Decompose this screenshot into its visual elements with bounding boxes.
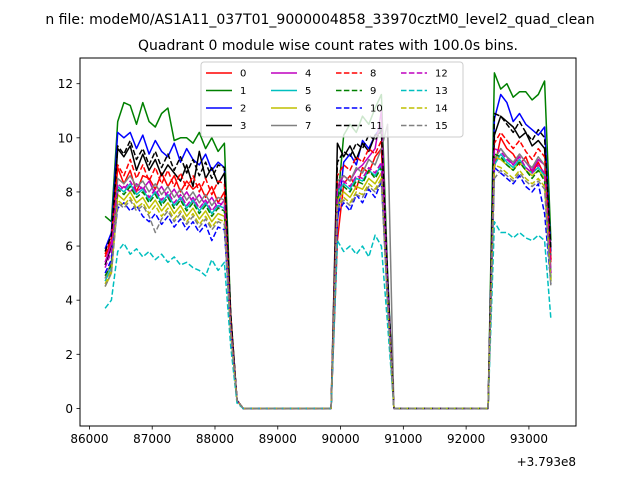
series-line-2	[104, 93, 552, 410]
legend-label-10: 10	[370, 104, 383, 115]
x-tick-label: 88000	[196, 432, 234, 446]
y-tick-label: 0	[65, 402, 73, 416]
series-line-13	[104, 220, 552, 410]
series-line-15	[104, 169, 552, 410]
x-tick-label: 92000	[447, 432, 485, 446]
legend-label-15: 15	[435, 121, 448, 132]
plot-frame	[79, 57, 577, 427]
y-tick-label: 4	[65, 294, 73, 308]
y-tick-label: 10	[58, 131, 73, 145]
y-tick-label: 6	[65, 240, 73, 254]
x-tick-label: 93000	[510, 432, 548, 446]
series-line-8	[104, 131, 552, 410]
legend-label-11: 11	[370, 121, 383, 132]
chart-title: Quadrant 0 module wise count rates with …	[138, 38, 518, 54]
legend-label-2: 2	[240, 104, 246, 115]
x-tick-label: 90000	[321, 432, 359, 446]
legend-label-12: 12	[435, 69, 448, 80]
x-offset-label: +3.793e8	[517, 455, 576, 469]
series-line-11	[104, 112, 552, 410]
x-tick-label: 91000	[384, 432, 422, 446]
legend-label-4: 4	[305, 69, 311, 80]
legend-label-9: 9	[370, 86, 376, 97]
series-line-3	[104, 115, 552, 410]
x-tick-label: 86000	[70, 432, 108, 446]
series-layer	[104, 72, 552, 410]
legend-label-3: 3	[240, 121, 246, 132]
x-tick-label: 87000	[133, 432, 171, 446]
y-tick-label: 12	[58, 77, 73, 91]
legend-label-6: 6	[305, 104, 311, 115]
legend-label-14: 14	[435, 104, 448, 115]
legend-label-8: 8	[370, 69, 376, 80]
series-line-10	[104, 166, 552, 410]
legend-label-5: 5	[305, 86, 311, 97]
legend-box	[200, 61, 464, 138]
y-tick-label: 2	[65, 348, 73, 362]
series-line-7	[104, 123, 552, 410]
axis-ticks: 86000 87000 88000 89000 90000 91000 92000 93000…	[58, 77, 548, 446]
figure-suptitle: n file: modeM0/AS1A11_037T01_9000004858_…	[45, 12, 594, 28]
legend-label-1: 1	[240, 86, 246, 97]
legend-label-13: 13	[435, 86, 448, 97]
x-tick-label: 89000	[259, 432, 297, 446]
y-tick-label: 8	[65, 185, 73, 199]
legend-label-7: 7	[305, 121, 311, 132]
legend-label-0: 0	[240, 69, 246, 80]
series-line-0	[104, 137, 552, 410]
series-line-12	[104, 147, 552, 410]
